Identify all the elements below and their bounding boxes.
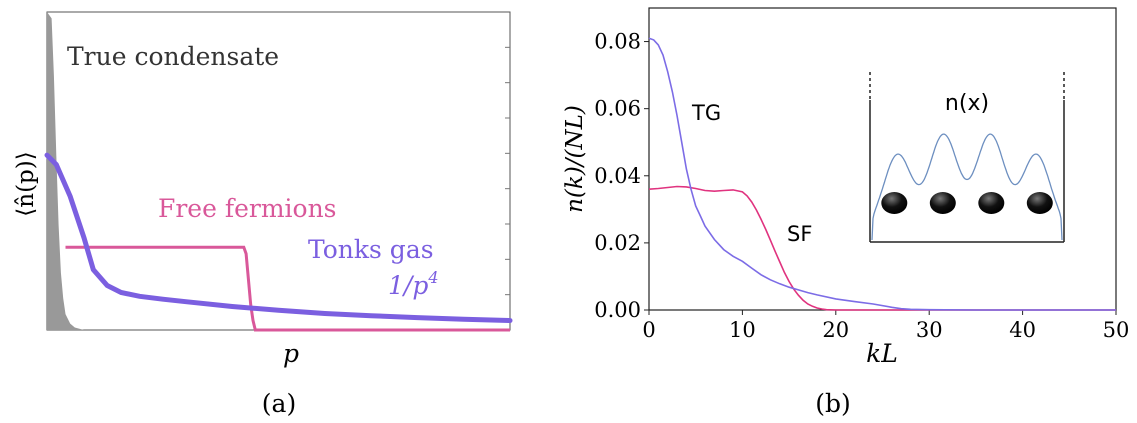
inset-density-diagram: n(x) [869,72,1065,243]
panel-a: True condensate Free fermions Tonks gas … [13,11,513,418]
panel-b-y-label: n(k)/(NL) [562,105,588,213]
x-tick-label: 30 [916,318,943,342]
x-tick-label: 20 [822,318,849,342]
atom [929,192,956,214]
condensate-area [47,12,84,330]
panel-a-y-label: ⟨n̂(p)⟩ [13,151,39,216]
tonks-gas-label: Tonks gas [308,235,434,264]
x-tick-label: 50 [1103,318,1130,342]
y-tick-label: 0.04 [594,164,641,188]
x-tick-label: 10 [729,318,756,342]
inset-density-curve [871,133,1063,241]
x-tick-label: 0 [642,318,655,342]
panel-a-ticks [47,46,510,296]
free-fermions-label: Free fermions [158,194,337,223]
power-law-label: 1/p4 [388,268,439,300]
atom [881,192,908,214]
panel-a-caption: (a) [262,389,296,418]
tg-line [648,37,1116,311]
tg-label: TG [691,101,721,125]
panel-b-y-ticks: 0.00 0.02 0.04 0.06 0.08 [594,30,649,322]
panel-b: 0 10 20 30 40 50 0.00 0.02 0.04 0.06 0.08 TG SF n… [562,7,1129,418]
inset-atoms [881,192,1053,214]
panel-a-x-label: p [283,339,299,368]
y-tick-label: 0.08 [594,30,641,54]
panel-b-x-label: kL [866,339,898,368]
x-tick-label: 40 [1009,318,1036,342]
sf-line [648,185,1116,311]
true-condensate-label: True condensate [67,42,279,71]
y-tick-label: 0.02 [594,231,641,255]
panel-b-x-ticks: 0 10 20 30 40 50 [642,310,1129,342]
inset-label: n(x) [945,91,989,116]
atom [978,192,1005,214]
y-tick-label: 0.00 [594,298,641,322]
tonks-gas-line [44,152,513,323]
sf-label: SF [787,222,812,246]
panel-b-frame [648,7,1117,311]
atom [1026,192,1053,214]
free-fermions-line [65,245,510,332]
y-tick-label: 0.06 [594,97,641,121]
panel-b-caption: (b) [815,389,851,418]
